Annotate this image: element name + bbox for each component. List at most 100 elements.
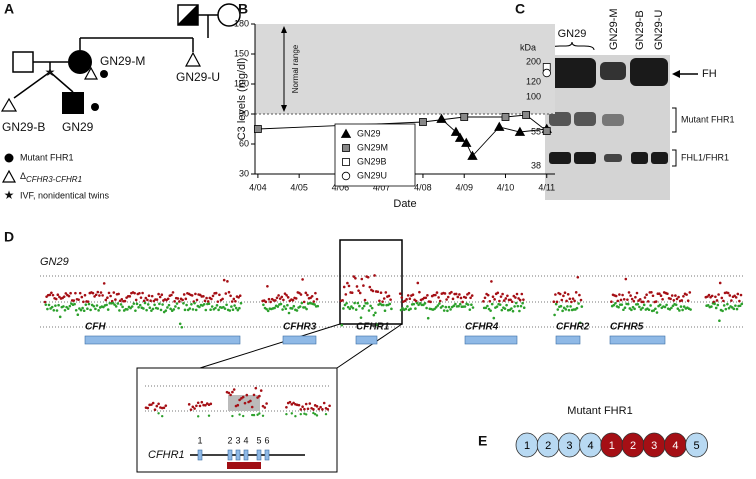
probe-dot [486,304,489,308]
probe-dot [405,298,408,301]
probe-dot [340,323,344,327]
probe-dot [238,306,241,310]
probe-dot [520,292,524,296]
probe-dot [471,306,475,309]
twin-line [13,71,51,99]
probe-dot [182,301,185,305]
exon-label: 3 [235,435,240,445]
probe-dot [195,298,199,302]
probe-dot [78,307,81,310]
y-tick-label: 30 [239,168,249,178]
probe-dot [415,301,419,305]
probe-dot [183,308,187,312]
x-axis-label: Date [393,198,416,210]
probe-dot [717,293,720,296]
probe-dot [726,302,729,306]
probe-dot [328,404,331,408]
probe-dot [159,308,163,312]
probe-dot [510,300,514,304]
probe-dot [164,309,168,312]
probe-dot [149,299,152,303]
point [436,113,447,123]
probe-dot [298,305,302,308]
probe-dot [240,397,243,400]
lane-label: GN29-M [608,8,620,50]
probe-dot [135,302,139,306]
exon-label: 2 [227,435,232,445]
probe-dot [198,305,201,309]
probe-dot [225,303,228,307]
probe-dot [659,294,663,298]
probe-dot [51,293,55,297]
probe-dot [303,306,307,309]
probe-dot [663,305,667,309]
probe-dot [411,293,415,297]
probe-dot [689,308,692,311]
probe-dot [76,313,80,317]
probe-dot [458,293,461,296]
probe-dot [215,304,219,307]
probe-dot [614,301,617,305]
probe-dot [503,307,507,310]
probe-dot [94,293,98,297]
probe-dot [129,306,132,310]
probe-dot [575,306,579,310]
probe-dot [459,296,463,300]
probe-dot [137,305,140,309]
probe-dot [342,285,346,289]
probe-dot [205,296,208,300]
male-affected [62,92,84,114]
probe-dot [626,298,629,301]
probe-dot [106,296,109,300]
probe-dot [173,300,176,303]
probe-dot [263,406,267,409]
probe-dot [98,294,101,297]
probe-dot [238,413,241,416]
probe-dot [404,307,408,311]
probe-dot [236,403,240,407]
probe-dot [80,295,84,299]
probe-dot [229,294,232,298]
probe-dot [50,305,54,309]
probe-dot [496,291,500,295]
probe-dot [730,299,733,302]
probe-dot [223,307,227,310]
domain-label: 4 [588,440,594,452]
mutation-dot [91,103,99,111]
probe-dot [324,412,328,416]
probe-dot [209,402,213,406]
probe-dot [112,291,116,294]
probe-dot [67,294,71,298]
probe-dot [573,299,576,303]
probe-dot [285,412,288,416]
probe-dot [643,296,647,299]
mw-label: 120 [526,76,541,86]
probe-dot [682,294,685,298]
probe-dot [672,298,676,302]
probe-dot [292,304,296,308]
probe-dot [360,277,364,281]
probe-dot [74,308,78,312]
deletion-triangle [0,97,18,112]
probe-dot [361,307,364,310]
probe-dot [130,305,134,308]
probe-dot [286,303,289,307]
probe-dot [356,301,360,305]
exon-label: 6 [264,435,269,445]
probe-dot [470,294,474,297]
point [460,113,469,121]
probe-dot [191,308,195,311]
point [467,150,478,160]
probe-dot [346,305,350,309]
x-tick-label: 4/08 [414,182,432,192]
probe-dot [304,291,308,295]
probe-dot [317,407,321,411]
probe-dot [185,303,188,307]
probe-dot [280,295,284,299]
probe-dot [378,299,381,303]
probe-dot [47,303,51,307]
probe-dot [226,280,229,283]
probe-dot [274,299,277,302]
probe-dot [371,289,375,293]
probe-dot [446,309,449,313]
